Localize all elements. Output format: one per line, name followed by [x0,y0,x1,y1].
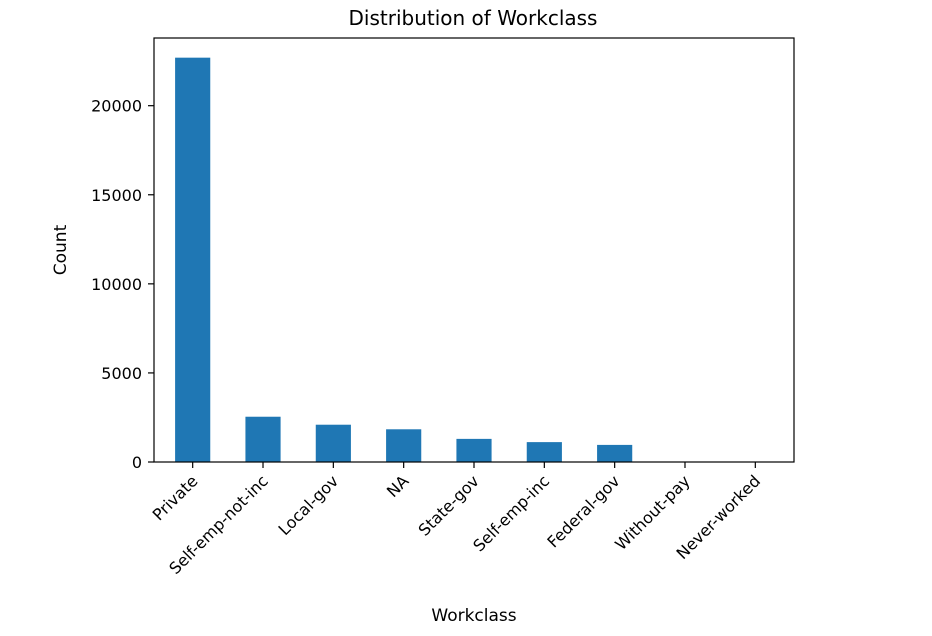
x-axis-label: Workclass [431,606,516,626]
x-tick-label: Local-gov [275,471,343,539]
x-tick-label: Private [149,471,202,524]
bar-self-emp-not-inc [245,416,281,462]
x-tick-label: State-gov [415,471,483,539]
chart-title: Distribution of Workclass [349,6,598,30]
bars-group [175,57,773,463]
y-axis: 0 5000 10000 15000 20000 [91,97,154,472]
y-tick-label: 15000 [91,186,142,205]
bar-federal-gov [597,444,633,462]
y-axis-label: Count [51,224,71,275]
bar-private [175,57,211,463]
bar-local-gov [315,424,351,462]
y-tick-label: 0 [132,453,142,472]
y-tick-label: 20000 [91,97,142,116]
bar-state-gov [456,438,492,462]
plot-frame [153,37,795,463]
y-tick-label: 10000 [91,275,142,294]
x-tick-label: NA [383,471,413,501]
bar-na [386,429,422,462]
y-tick-label: 5000 [101,364,142,383]
bar-self-emp-inc [526,442,562,462]
